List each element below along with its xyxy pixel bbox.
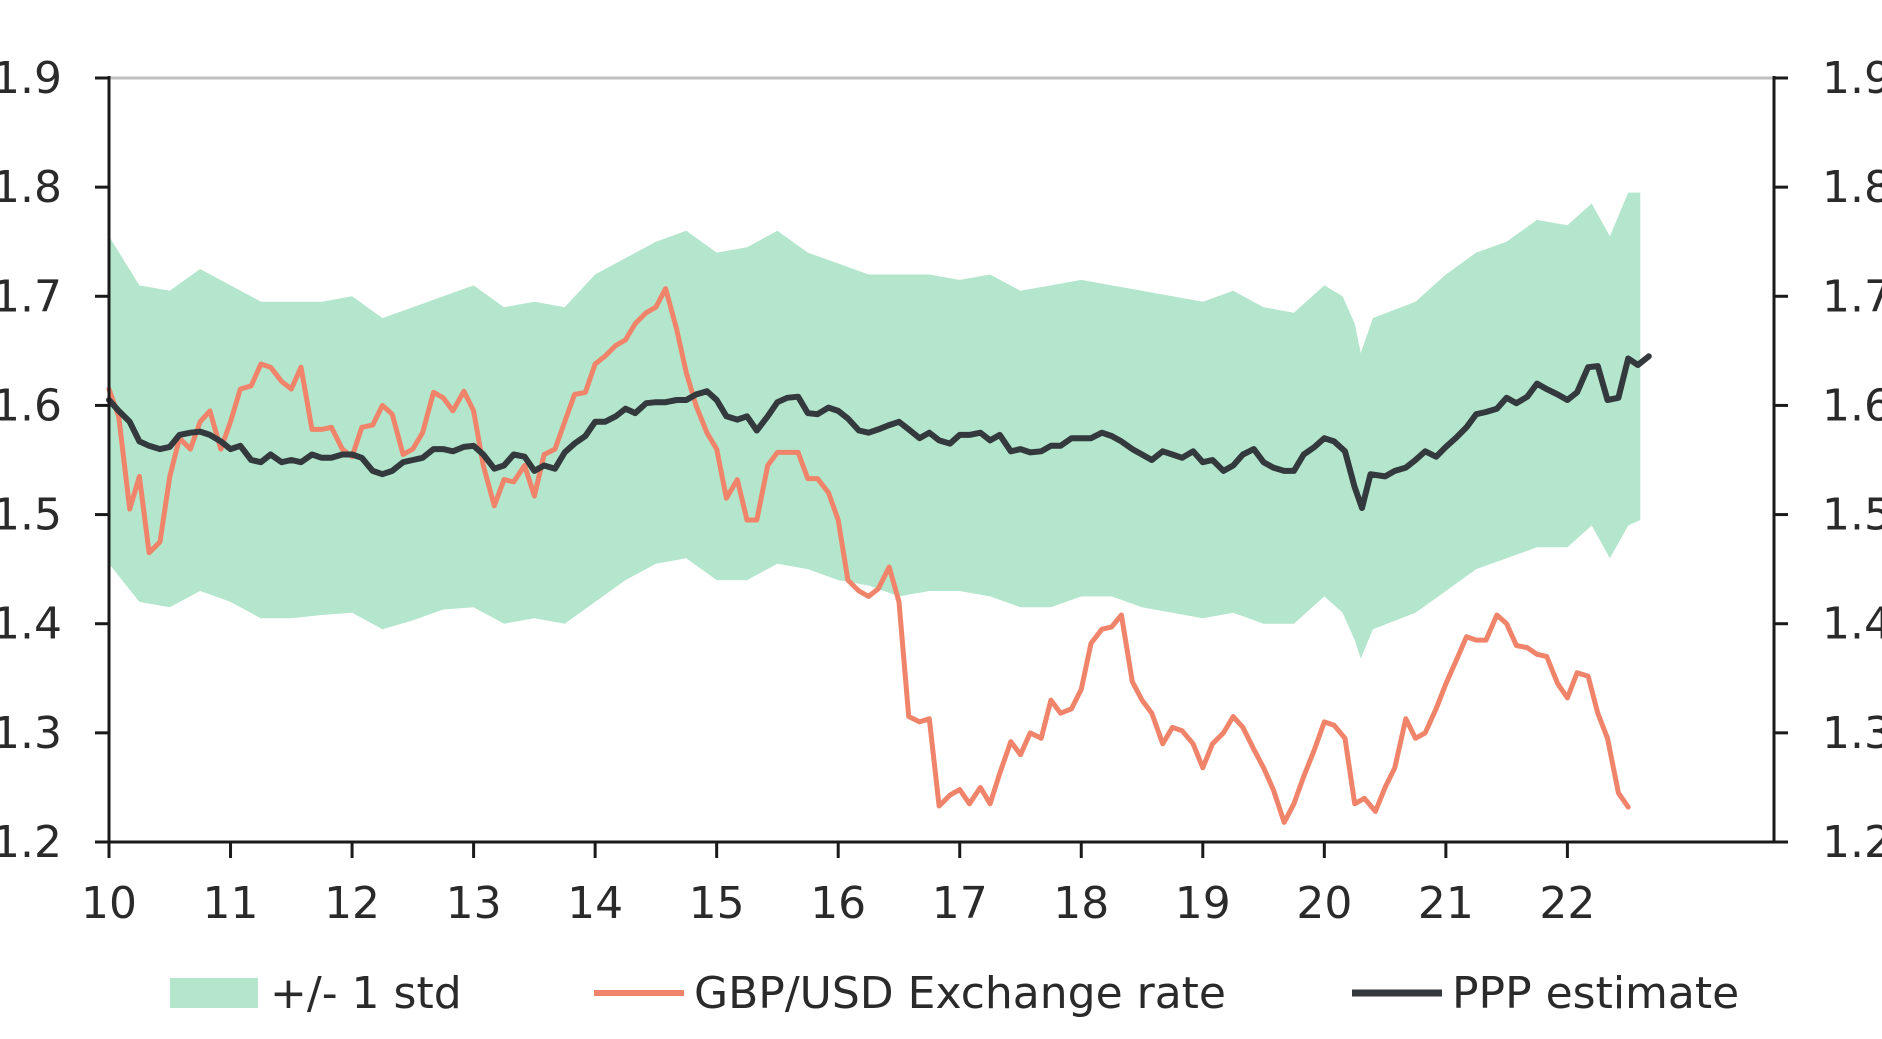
x-tick-label: 10 <box>81 878 137 929</box>
legend-label-std-band: +/- 1 std <box>270 968 462 1019</box>
y-tick-label-right: 1.4 <box>1822 599 1882 650</box>
y-tick-label-right: 1.2 <box>1822 817 1882 868</box>
y-tick-label-right: 1.5 <box>1822 490 1882 541</box>
x-tick-label: 13 <box>446 878 502 929</box>
tick-labels: 1.2 1.2 1.3 1.3 1.4 1.4 1.5 1.5 1.6 1.6 1.7 1.7 1.8 1… <box>0 53 1882 929</box>
y-tick-label-left: 1.9 <box>0 53 62 104</box>
tick-marks <box>95 76 1788 858</box>
y-tick-label-left: 1.7 <box>0 271 62 322</box>
y-tick-label-left: 1.5 <box>0 490 62 541</box>
legend-swatch-std-band <box>170 978 258 1008</box>
x-tick-label: 21 <box>1418 878 1474 929</box>
y-tick-label-left: 1.6 <box>0 380 62 431</box>
x-tick-label: 14 <box>567 878 623 929</box>
axes <box>107 76 1776 844</box>
legend-label-ppp-estimate: PPP estimate <box>1452 968 1739 1019</box>
x-tick-label: 15 <box>689 878 745 929</box>
std-band-area <box>109 192 1641 659</box>
x-tick-label: 16 <box>810 878 866 929</box>
x-tick-label: 19 <box>1175 878 1231 929</box>
x-tick-label: 18 <box>1053 878 1109 929</box>
x-tick-label: 11 <box>203 878 259 929</box>
y-tick-label-right: 1.7 <box>1822 271 1882 322</box>
y-tick-label-left: 1.8 <box>0 162 62 213</box>
legend: +/- 1 std GBP/USD Exchange rate PPP estima… <box>170 968 1739 1019</box>
y-tick-label-left: 1.4 <box>0 599 62 650</box>
y-tick-label-right: 1.3 <box>1822 708 1882 759</box>
x-tick-label: 12 <box>324 878 380 929</box>
series-lines <box>106 286 1652 825</box>
y-tick-label-right: 1.8 <box>1822 162 1882 213</box>
legend-label-exchange-rate: GBP/USD Exchange rate <box>694 968 1226 1019</box>
std-band <box>109 192 1641 659</box>
y-tick-label-right: 1.6 <box>1822 380 1882 431</box>
x-tick-label: 17 <box>932 878 988 929</box>
y-tick-label-left: 1.3 <box>0 708 62 759</box>
ppp-estimate-line <box>106 353 1652 511</box>
y-tick-label-right: 1.9 <box>1822 53 1882 104</box>
x-tick-label: 22 <box>1539 878 1595 929</box>
x-tick-label: 20 <box>1296 878 1352 929</box>
y-tick-label-left: 1.2 <box>0 817 62 868</box>
gbp-usd-exchange-rate-line <box>106 286 1631 825</box>
